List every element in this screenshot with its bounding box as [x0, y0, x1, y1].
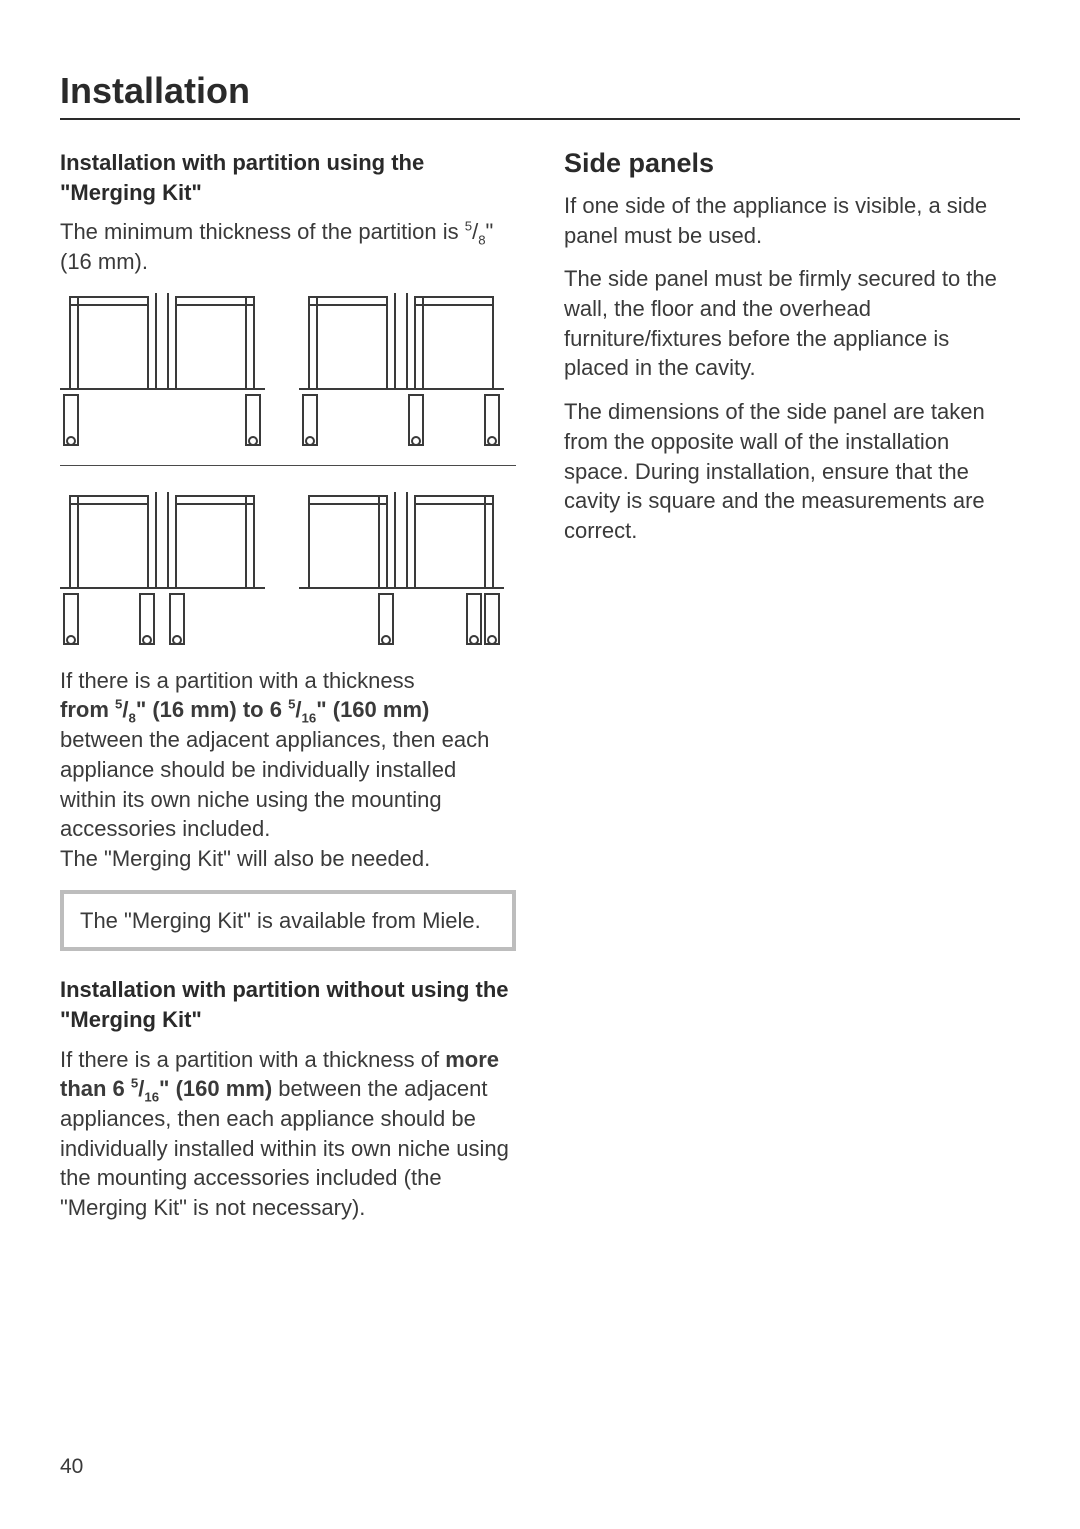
left-column: Installation with partition using the "M… [60, 148, 516, 1237]
min-thickness-text: The minimum thickness of the partition i… [60, 217, 516, 276]
para1-line2: The "Merging Kit" will also be needed. [60, 846, 430, 871]
appliance-svg-3 [60, 490, 265, 650]
illus-row-bottom [60, 490, 516, 650]
para1-post: between the adjacent appliances, then ea… [60, 727, 489, 841]
para2-pre: If there is a partition with a thickness… [60, 1047, 445, 1072]
page-title: Installation [60, 70, 1020, 120]
side-panels-heading: Side panels [564, 148, 1020, 179]
content-columns: Installation with partition using the "M… [60, 148, 1020, 1237]
note-text: The "Merging Kit" is available from Miel… [80, 906, 496, 936]
appliance-svg-4 [299, 490, 504, 650]
appliance-pair-2 [299, 291, 504, 451]
illus-divider [60, 465, 516, 466]
subhead-merging-kit: Installation with partition using the "M… [60, 148, 516, 207]
subhead-no-merging-kit: Installation with partition without usin… [60, 975, 516, 1034]
note-box: The "Merging Kit" is available from Miel… [60, 890, 516, 952]
side-panels-p1: If one side of the appliance is visible,… [564, 191, 1020, 250]
para1-pre: If there is a partition with a thickness [60, 668, 415, 693]
right-column: Side panels If one side of the appliance… [564, 148, 1020, 1237]
appliance-pair-4 [299, 490, 504, 650]
min-thickness-pre: The minimum thickness of the partition i… [60, 219, 465, 244]
para1-bold: from 5/8" (16 mm) to 6 5/16" (160 mm) [60, 697, 429, 722]
partition-thick-para: If there is a partition with a thickness… [60, 1045, 516, 1223]
illus-row-top [60, 291, 516, 451]
frac-den: 8 [478, 233, 485, 248]
partition-range-para: If there is a partition with a thickness… [60, 666, 516, 874]
appliance-svg-1 [60, 291, 265, 451]
appliance-svg-2 [299, 291, 504, 451]
page-number: 40 [60, 1455, 83, 1479]
appliance-pair-3 [60, 490, 265, 650]
side-panels-p3: The dimensions of the side panel are tak… [564, 397, 1020, 545]
illustration-group [60, 291, 516, 650]
side-panels-p2: The side panel must be firmly secured to… [564, 264, 1020, 383]
frac-num: 5 [465, 219, 472, 234]
appliance-pair-1 [60, 291, 265, 451]
